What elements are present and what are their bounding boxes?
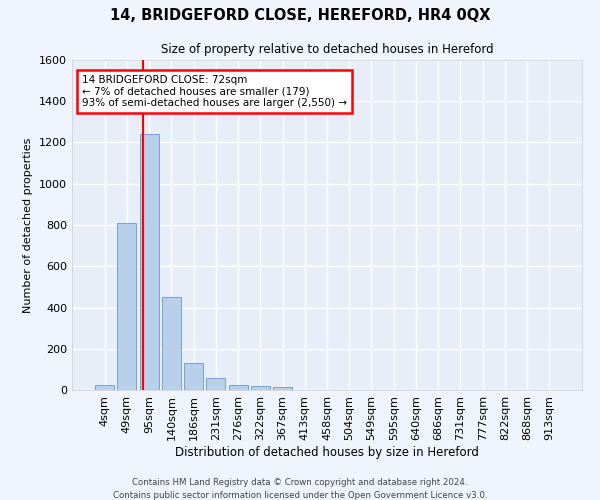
Bar [184, 363, 203, 390]
Bar [140, 134, 158, 390]
Text: Contains HM Land Registry data © Crown copyright and database right 2024.
Contai: Contains HM Land Registry data © Crown c… [113, 478, 487, 500]
Bar [162, 297, 181, 390]
Bar [206, 378, 225, 390]
Bar [229, 385, 248, 390]
Bar [251, 386, 270, 390]
Title: Size of property relative to detached houses in Hereford: Size of property relative to detached ho… [161, 43, 493, 56]
Bar [95, 385, 114, 390]
X-axis label: Distribution of detached houses by size in Hereford: Distribution of detached houses by size … [175, 446, 479, 458]
Bar [118, 223, 136, 390]
Bar [273, 387, 292, 390]
Text: 14, BRIDGEFORD CLOSE, HEREFORD, HR4 0QX: 14, BRIDGEFORD CLOSE, HEREFORD, HR4 0QX [110, 8, 490, 22]
Y-axis label: Number of detached properties: Number of detached properties [23, 138, 34, 312]
Text: 14 BRIDGEFORD CLOSE: 72sqm
← 7% of detached houses are smaller (179)
93% of semi: 14 BRIDGEFORD CLOSE: 72sqm ← 7% of detac… [82, 75, 347, 108]
